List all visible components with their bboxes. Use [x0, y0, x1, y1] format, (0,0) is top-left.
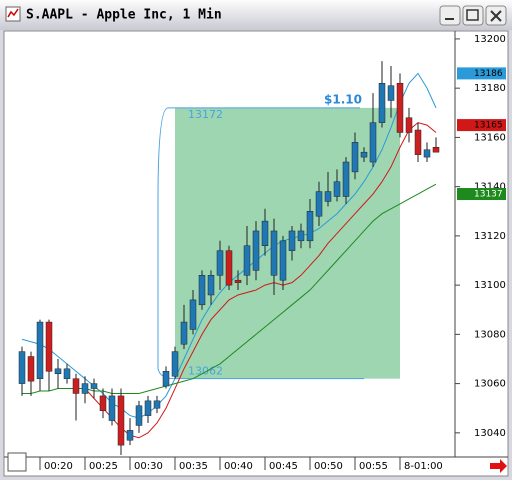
candle-body — [117, 395, 125, 446]
y-tick-label: 13180 — [474, 83, 506, 94]
y-tick-label: 13040 — [474, 428, 506, 439]
y-tick-label: 13160 — [474, 132, 506, 143]
candle-body — [198, 275, 206, 306]
candle-body — [36, 321, 44, 379]
y-tick-label: 13100 — [474, 280, 506, 291]
candle-body — [144, 400, 152, 416]
candle-body — [396, 82, 404, 133]
corner-button[interactable] — [7, 452, 27, 472]
price-tag-label: 13137 — [474, 190, 503, 200]
range-high-label: 13172 — [188, 108, 223, 121]
candle-body — [135, 405, 143, 426]
y-tick-label: 13060 — [474, 379, 506, 390]
y-tick-label: 13140 — [474, 182, 506, 193]
candle-body — [234, 279, 242, 283]
x-tick-label: 8-01:00 — [404, 461, 443, 472]
candle-body — [153, 400, 161, 409]
candle-body — [279, 240, 287, 281]
candle-body — [54, 368, 62, 375]
candle-body — [288, 230, 296, 251]
candle-body — [405, 117, 413, 133]
candle-body — [306, 211, 314, 242]
y-tick-label: 13120 — [474, 231, 506, 242]
candle-body — [351, 142, 359, 173]
candle-body — [18, 351, 26, 384]
x-tick-label: 00:40 — [224, 461, 253, 472]
candle-body — [99, 395, 107, 411]
max-button[interactable] — [462, 5, 484, 26]
scroll-arrow[interactable] — [490, 459, 507, 473]
y-tick-label: 13080 — [474, 329, 506, 340]
window-title: S.AAPL - Apple Inc, 1 Min — [26, 8, 222, 23]
candle-body — [387, 85, 395, 101]
candle-body — [378, 82, 386, 123]
candle-body — [261, 220, 269, 246]
candle-body — [72, 378, 80, 394]
close-button[interactable] — [485, 5, 507, 26]
range-label: $1.10 — [324, 92, 362, 106]
x-tick-label: 00:30 — [134, 461, 163, 472]
candle-body — [315, 191, 323, 217]
range-low-label: 13062 — [188, 365, 223, 378]
candle-body — [360, 151, 368, 158]
candle-body — [90, 383, 98, 389]
candle-body — [342, 161, 350, 197]
x-tick-label: 00:25 — [89, 461, 118, 472]
candle-body — [369, 122, 377, 163]
candle-body — [45, 321, 53, 372]
candle-body — [216, 250, 224, 276]
candle-body — [81, 383, 89, 394]
price-tag — [457, 67, 506, 80]
app-icon-glyph — [7, 8, 19, 18]
candle-body — [108, 395, 116, 421]
range-box — [175, 107, 400, 379]
x-tick-label: 00:55 — [359, 461, 388, 472]
candle-body — [189, 299, 197, 330]
ma-line — [22, 183, 437, 394]
candle-body — [297, 230, 305, 242]
x-tick-label: 00:45 — [269, 461, 298, 472]
x-tick-label: 00:20 — [44, 461, 73, 472]
candle-body — [324, 191, 332, 202]
candle-body — [243, 245, 251, 276]
ma-line — [84, 122, 437, 439]
candle-body — [252, 230, 260, 271]
candle-body — [27, 356, 35, 382]
min-button[interactable] — [439, 5, 461, 26]
candle-body — [423, 149, 431, 158]
plot: 13172 13062 $1.10 13040 13060 13080 13100 13120… — [18, 34, 506, 472]
candle-body — [180, 321, 188, 345]
x-tick-label: 00:50 — [314, 461, 343, 472]
candle-body — [126, 430, 134, 441]
candle-body — [162, 371, 170, 387]
price-tag — [457, 188, 506, 201]
candle-body — [171, 351, 179, 377]
x-tick-label: 00:35 — [179, 461, 208, 472]
candle-body — [333, 181, 341, 197]
y-tick-label: 13200 — [474, 34, 506, 45]
price-tag-label: 13186 — [474, 69, 503, 79]
price-tag — [457, 119, 506, 132]
candle-body — [432, 147, 440, 153]
candle-body — [63, 368, 71, 379]
candle-body — [225, 250, 233, 286]
candle-body — [207, 275, 215, 296]
title-bar — [0, 0, 512, 30]
candle-body — [414, 129, 422, 155]
price-tag-label: 13165 — [474, 121, 503, 131]
candle-body — [270, 230, 278, 276]
